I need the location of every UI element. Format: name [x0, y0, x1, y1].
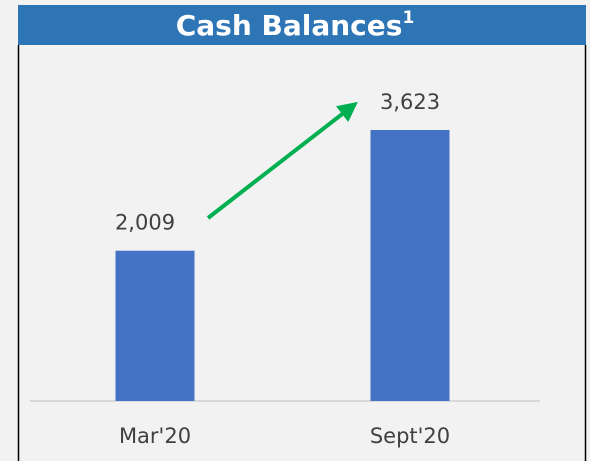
title-superscript: 1 — [402, 8, 414, 28]
title-band — [18, 5, 586, 45]
bar — [115, 250, 195, 401]
x-tick-label: Sept'20 — [370, 424, 450, 448]
chart-title: Cash Balances1 — [176, 8, 415, 42]
trend-arrow — [206, 101, 358, 220]
title-text: Cash Balances — [176, 9, 403, 42]
value-label: 3,623 — [380, 90, 440, 114]
value-label: 2,009 — [115, 211, 175, 235]
bar — [370, 130, 450, 401]
x-tick-label: Mar'20 — [119, 424, 191, 448]
